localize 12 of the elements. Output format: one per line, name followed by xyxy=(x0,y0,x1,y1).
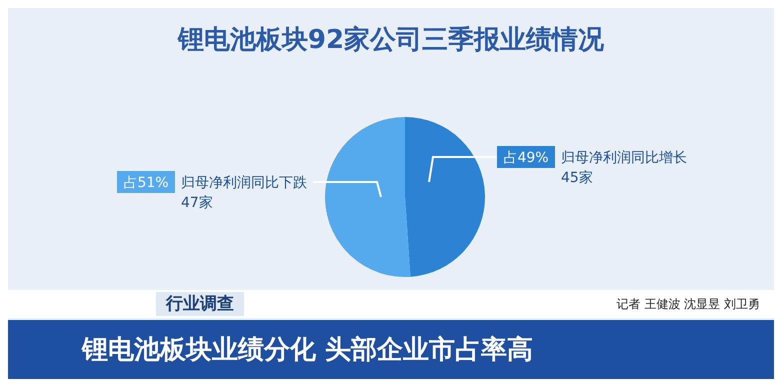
data-label: 45家 xyxy=(561,170,593,186)
text: 行业调查 xyxy=(156,292,244,316)
text: 锂电池板块业绩分化 头部企业市占率高 xyxy=(82,334,534,367)
chart-title: 锂电池板块92家公司三季报业绩情况 xyxy=(176,24,606,57)
legend-label: 归母净利润同比下跌 xyxy=(181,175,307,191)
text: 占51% xyxy=(123,175,169,191)
pie-slice xyxy=(405,117,485,277)
pie-slice xyxy=(325,117,410,277)
text: 占49% xyxy=(503,150,549,166)
text: 记者 王健波 沈显昱 刘卫勇 xyxy=(616,296,760,313)
data-label: 47家 xyxy=(181,195,213,211)
legend-label: 归母净利润同比增长 xyxy=(561,150,687,166)
